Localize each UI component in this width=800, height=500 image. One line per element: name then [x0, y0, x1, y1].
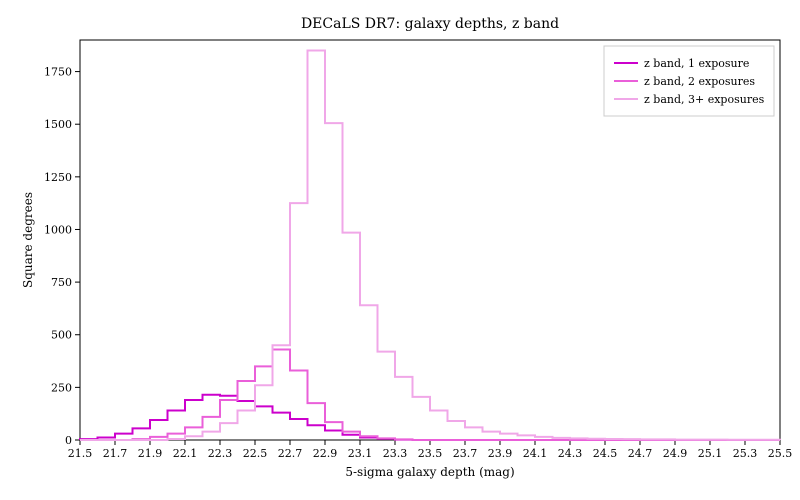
x-tick-label: 25.3 [733, 447, 758, 460]
x-tick-label: 23.5 [418, 447, 443, 460]
chart-svg: 21.5 21.7 21.9 22.1 22.3 22.5 22.7 22.9 23.1 23.3… [0, 0, 800, 500]
chart-container: 21.5 21.7 21.9 22.1 22.3 22.5 22.7 22.9 23.1 23.3… [0, 0, 800, 500]
x-tick-label: 22.1 [173, 447, 198, 460]
y-tick-label: 0 [65, 434, 72, 447]
x-tick-label: 22.3 [208, 447, 233, 460]
x-tick-label: 22.9 [313, 447, 338, 460]
x-tick-label: 23.7 [453, 447, 478, 460]
x-tick-label: 23.3 [383, 447, 408, 460]
x-tick-label: 24.9 [663, 447, 688, 460]
series-1 [80, 349, 780, 440]
x-tick-label: 25.1 [698, 447, 723, 460]
y-tick-label: 500 [51, 329, 72, 342]
y-tick-label: 1250 [44, 171, 72, 184]
y-tick-label: 750 [51, 276, 72, 289]
x-tick-label: 21.5 [68, 447, 93, 460]
y-tick-label: 1750 [44, 66, 72, 79]
legend-label: z band, 1 exposure [644, 57, 749, 70]
legend-label: z band, 2 exposures [644, 75, 755, 88]
x-tick-label: 22.7 [278, 447, 303, 460]
x-tick-label: 24.1 [523, 447, 548, 460]
y-axis-label: Square degrees [21, 192, 35, 288]
x-tick-label: 21.7 [103, 447, 128, 460]
x-tick-label: 25.5 [768, 447, 793, 460]
y-tick-label: 250 [51, 381, 72, 394]
x-tick-label: 21.9 [138, 447, 163, 460]
y-tick-label: 1000 [44, 223, 72, 236]
x-tick-label: 24.5 [593, 447, 618, 460]
x-tick-label: 22.5 [243, 447, 268, 460]
chart-title: DECaLS DR7: galaxy depths, z band [301, 16, 559, 32]
x-tick-label: 24.3 [558, 447, 583, 460]
x-tick-label: 23.1 [348, 447, 373, 460]
x-tick-label: 23.9 [488, 447, 513, 460]
x-tick-label: 24.7 [628, 447, 653, 460]
x-axis-label: 5-sigma galaxy depth (mag) [345, 465, 514, 479]
y-tick-label: 1500 [44, 118, 72, 131]
legend-label: z band, 3+ exposures [644, 93, 765, 106]
